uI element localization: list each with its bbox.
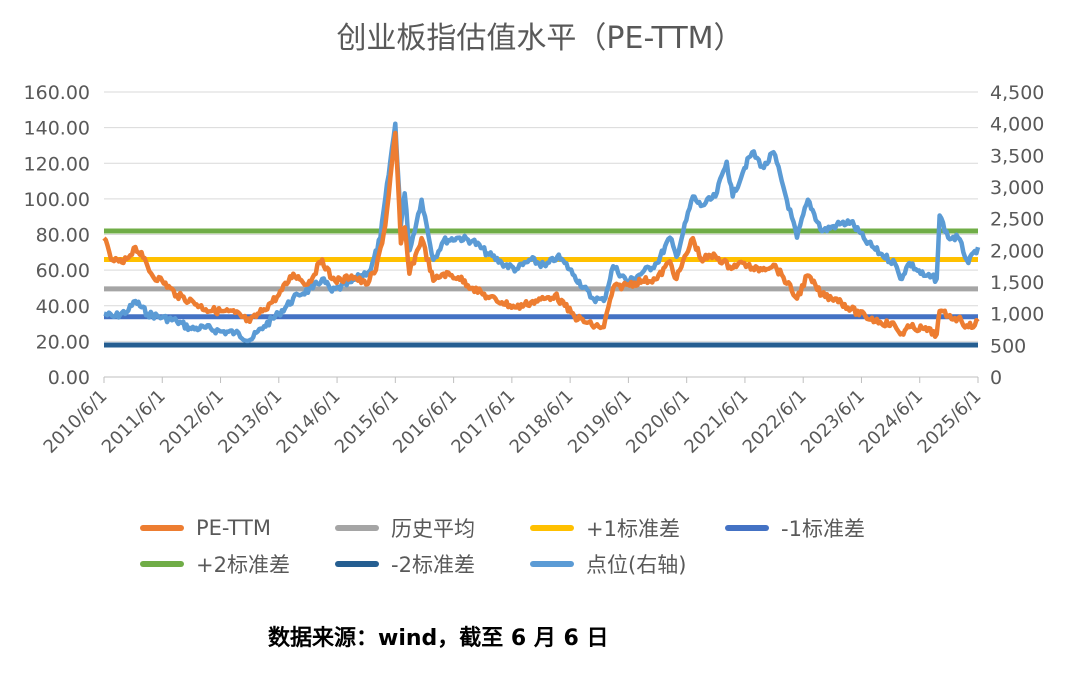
right-tick-label: 3,500 [990,145,1044,167]
legend: PE-TTM 历史平均 +1标准差 -1标准差 +2标准差 -2标准差 点位(右… [140,510,940,582]
valuation-chart: 创业板指估值水平（PE-TTM） 0.00 20.00 40.00 60.00 80.0… [24,21,1045,458]
left-tick-label: 120.00 [24,153,90,175]
right-tick-label: 0 [990,367,1002,389]
series-lines [102,121,981,344]
right-tick-label: 4,500 [990,82,1044,104]
left-tick-label: 0.00 [48,367,90,389]
left-tick-label: 140.00 [24,118,90,140]
legend-label-minus1-std: -1标准差 [781,517,865,541]
right-tick-label: 1,500 [990,272,1044,294]
legend-item-minus1-std: -1标准差 [725,513,920,543]
legend-item-minus2-std: -2标准差 [335,549,530,579]
legend-row-1: PE-TTM 历史平均 +1标准差 -1标准差 [140,510,940,546]
left-tick-label: 60.00 [36,260,90,282]
legend-label-plus2-std: +2标准差 [196,553,290,577]
legend-swatch-minus1-std [725,525,769,531]
legend-swatch-plus1-std [530,525,574,531]
index-level-line [103,121,981,344]
legend-item-index-level: 点位(右轴) [530,549,725,579]
legend-label-pe-ttm: PE-TTM [196,516,271,540]
source-note: 数据来源：wind，截至 6 月 6 日 [268,626,609,651]
legend-swatch-pe-ttm [140,525,184,531]
x-tick-label: 2025/6/1 [914,386,986,458]
legend-label-history-average: 历史平均 [391,517,475,541]
legend-item-plus2-std: +2标准差 [140,549,335,579]
right-tick-label: 2,500 [990,209,1044,231]
right-tick-label: 1,000 [990,304,1044,326]
legend-item-pe-ttm: PE-TTM [140,516,335,540]
right-tick-label: 4,000 [990,114,1044,136]
left-axis-ticks: 0.00 20.00 40.00 60.00 80.00 100.00 120.00 140.… [24,82,90,389]
pe-ttm-line [102,130,980,339]
legend-label-plus1-std: +1标准差 [586,517,680,541]
left-tick-label: 160.00 [24,82,90,104]
left-tick-label: 20.00 [36,331,90,353]
x-axis: 2010/6/12011/6/12012/6/12013/6/12014/6/1… [40,376,986,458]
right-axis-ticks: 0 500 1,000 1,500 2,000 2,500 3,000 3,500 4,000 4… [990,82,1044,389]
legend-row-2: +2标准差 -2标准差 点位(右轴) [140,546,940,582]
left-tick-label: 80.00 [36,225,90,247]
reference-lines [104,228,978,348]
legend-label-index-level: 点位(右轴) [586,553,687,577]
chart-title: 创业板指估值水平（PE-TTM） [336,21,743,56]
left-tick-label: 40.00 [36,296,90,318]
right-tick-label: 500 [990,335,1026,357]
legend-item-history-average: 历史平均 [335,513,530,543]
left-tick-label: 100.00 [24,189,90,211]
legend-swatch-minus2-std [335,561,379,567]
right-tick-label: 2,000 [990,240,1044,262]
legend-swatch-plus2-std [140,561,184,567]
legend-label-minus2-std: -2标准差 [391,553,475,577]
legend-item-plus1-std: +1标准差 [530,513,725,543]
right-tick-label: 3,000 [990,177,1044,199]
legend-swatch-index-level [530,561,574,567]
legend-swatch-history-average [335,525,379,531]
